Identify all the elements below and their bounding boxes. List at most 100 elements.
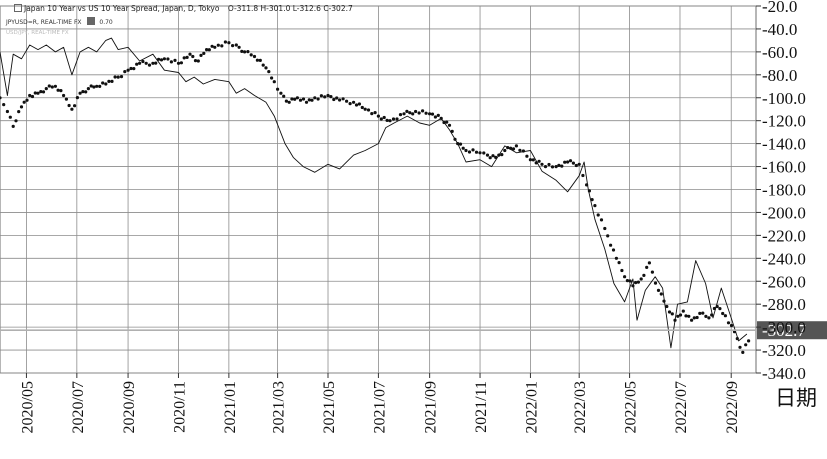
series-dot — [287, 100, 291, 104]
series-dot — [264, 66, 268, 70]
series-dot — [587, 189, 592, 193]
series-dot — [237, 45, 241, 49]
series-dot — [471, 148, 475, 152]
series-line — [0, 37, 748, 349]
series-dot — [474, 150, 479, 154]
x-tick-label: 2020/11 — [171, 381, 188, 433]
series-dot — [159, 58, 164, 62]
series-dot — [44, 87, 48, 91]
series-dot — [370, 112, 374, 116]
series-dot — [537, 159, 541, 163]
series-dot — [385, 118, 389, 122]
subtitle-value: 0.70 — [99, 19, 113, 26]
series-dot — [614, 256, 619, 260]
series-dot — [547, 162, 551, 167]
series-dot — [596, 213, 600, 217]
series-dot — [14, 119, 18, 123]
y-tick-label: -220.0 — [762, 226, 806, 245]
y-tick-label: -120.0 — [762, 112, 806, 131]
series-dot — [357, 102, 361, 106]
series-dot — [59, 89, 63, 93]
series-dot — [47, 84, 51, 88]
series-dot — [514, 144, 519, 148]
series-dot — [458, 142, 463, 146]
series-dot — [293, 97, 297, 101]
x-tick-label: 2021/09 — [423, 381, 440, 433]
x-tick-label: 2022/07 — [673, 381, 690, 433]
series-dot — [298, 98, 303, 102]
y-tick-label: -240.0 — [762, 249, 806, 268]
x-axis-label: 日期 — [775, 386, 817, 410]
y-tick-label: -160.0 — [762, 158, 806, 177]
series-dot — [326, 93, 330, 98]
y-tick-label: -100.0 — [762, 89, 806, 108]
series-dot — [335, 96, 339, 100]
last-value-marker: -302.7 — [0, 321, 827, 340]
series-dot — [290, 97, 294, 101]
series-dot — [313, 96, 317, 100]
series-dot — [366, 108, 371, 112]
series-dot — [249, 53, 253, 57]
series-dot — [692, 316, 696, 320]
series-dot — [715, 304, 719, 309]
series-dot — [110, 79, 114, 83]
series-dot — [398, 113, 403, 117]
series-dot — [135, 62, 139, 66]
series-dot — [710, 313, 714, 317]
series-dot — [634, 281, 638, 285]
series-dot — [642, 273, 646, 277]
series-dot — [19, 105, 24, 109]
series-dot — [227, 41, 231, 45]
series-dot — [11, 124, 15, 128]
series-dot — [670, 312, 674, 316]
series-dot — [464, 148, 468, 153]
y-tick-label: -320.0 — [762, 341, 806, 360]
series-dot — [741, 350, 745, 354]
series-dot — [414, 109, 418, 114]
series-dot — [162, 57, 166, 61]
series-dot — [104, 82, 108, 86]
series-dots — [0, 40, 751, 354]
series-dot — [424, 111, 428, 115]
series-dot — [718, 307, 722, 311]
series-dot — [75, 96, 79, 100]
series-dot — [199, 53, 203, 58]
series-dot — [721, 311, 725, 316]
series-dot — [129, 66, 133, 71]
series-dot — [64, 97, 68, 101]
series-dot — [348, 102, 352, 106]
ohlc-readout: O-311.8 H-301.0 L-312.6 C-302.7 — [227, 4, 353, 13]
header-title-text: Japan 10 Year vs US 10 Year Spread, Japa… — [24, 4, 220, 13]
series-dot — [606, 234, 610, 238]
series-dot — [729, 323, 734, 328]
series-dot — [645, 265, 649, 269]
x-tick-label: 2020/09 — [121, 381, 138, 433]
series-dot — [295, 96, 299, 100]
series-dot — [141, 59, 145, 64]
series-dot — [402, 112, 406, 116]
y-tick-label: -260.0 — [762, 272, 806, 291]
series-dot — [667, 310, 672, 314]
series-dot — [690, 318, 694, 322]
series-dot — [568, 159, 573, 163]
series-dot — [5, 109, 9, 114]
series-dot — [216, 43, 220, 47]
series-dot — [301, 97, 306, 101]
series-dot — [534, 161, 538, 165]
series-dot — [590, 198, 594, 202]
ghost-legend: USD/JPY, REAL-TIME FX — [6, 30, 69, 36]
series-dot — [656, 288, 661, 292]
x-tick-label: 2020/07 — [70, 381, 87, 433]
series-dot — [179, 61, 183, 65]
series-dot — [563, 160, 567, 164]
series-dot — [620, 268, 624, 273]
header-box-icon — [14, 4, 22, 12]
series-dot — [284, 99, 288, 103]
series-dot — [450, 129, 454, 133]
series-dot — [132, 67, 136, 71]
series-dot — [428, 112, 432, 116]
series-dot — [205, 48, 209, 52]
subtitle-box-icon — [87, 17, 96, 25]
series-dot — [497, 153, 501, 157]
